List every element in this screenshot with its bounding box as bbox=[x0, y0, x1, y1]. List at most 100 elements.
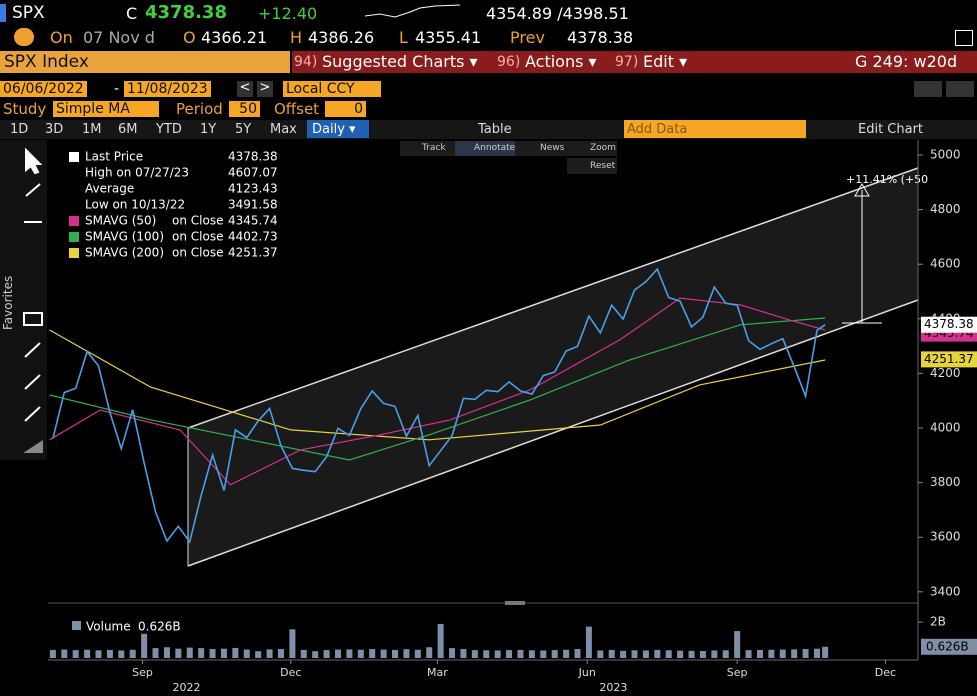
table-button[interactable]: Table bbox=[478, 122, 512, 137]
end-date[interactable]: 11/08/2023 bbox=[124, 81, 211, 97]
open-label: O bbox=[183, 28, 196, 47]
legend-field: on Close bbox=[172, 230, 223, 244]
volume-bar bbox=[61, 649, 68, 658]
volume-bar bbox=[243, 649, 250, 658]
volume-bar bbox=[471, 650, 478, 658]
menu-label[interactable]: Actions ▾ bbox=[525, 52, 597, 71]
reset[interactable]: Reset bbox=[590, 161, 616, 171]
window-button[interactable] bbox=[955, 30, 973, 46]
series-line bbox=[49, 297, 826, 486]
y-tick-label: 3400 bbox=[930, 584, 961, 598]
frequency-bg[interactable] bbox=[307, 120, 369, 138]
volume-bar bbox=[437, 623, 444, 658]
edit-chart[interactable]: Edit Chart bbox=[858, 122, 924, 137]
legend bbox=[58, 148, 280, 263]
volume-bar bbox=[528, 650, 535, 658]
favorites: Favorites bbox=[1, 275, 15, 330]
annotation: +11.41% (+50 bbox=[846, 173, 928, 186]
last-tag: 4251.37 bbox=[924, 352, 974, 366]
low: 4355.41 bbox=[415, 28, 482, 47]
volume-bar bbox=[369, 649, 376, 658]
channel-lower bbox=[187, 299, 919, 567]
menu-label[interactable]: Suggested Charts ▾ bbox=[322, 52, 478, 71]
add-data-box[interactable] bbox=[624, 120, 806, 138]
volume-bar bbox=[608, 649, 615, 658]
volume-bar bbox=[152, 648, 159, 658]
y-tick-label: 4800 bbox=[930, 202, 961, 216]
prev-button[interactable]: < bbox=[237, 81, 253, 97]
volume-bar bbox=[813, 648, 820, 658]
y-tick-label: 4200 bbox=[930, 366, 961, 380]
prev: 4378.38 bbox=[567, 28, 634, 47]
change: +12.40 bbox=[258, 4, 318, 23]
volume-bar bbox=[72, 650, 79, 658]
legend-swatch bbox=[69, 216, 79, 226]
series-line bbox=[49, 329, 826, 441]
range-button[interactable]: 5Y bbox=[235, 122, 252, 137]
sparkline bbox=[364, 4, 461, 18]
frequency: Daily ▾ bbox=[312, 122, 356, 137]
close-label: C bbox=[126, 4, 138, 23]
volume-bar bbox=[289, 629, 296, 658]
volume-bar bbox=[277, 649, 284, 658]
volume-bar bbox=[745, 650, 752, 658]
menu-number[interactable]: 97) bbox=[615, 54, 639, 70]
next-button[interactable]: > bbox=[257, 81, 273, 97]
range-button[interactable]: 1M bbox=[82, 122, 102, 137]
volume-bar bbox=[734, 631, 741, 658]
legend-label: SMAVG (200) bbox=[85, 246, 164, 260]
volume-bar bbox=[312, 651, 319, 658]
legend-label: SMAVG (50) bbox=[85, 214, 156, 228]
menu-number[interactable]: 96) bbox=[497, 54, 521, 70]
volume-bar bbox=[300, 649, 307, 658]
range-button[interactable]: Max bbox=[270, 122, 297, 137]
range-button[interactable]: YTD bbox=[156, 122, 182, 137]
menu-number[interactable]: 94) bbox=[294, 54, 318, 70]
volume-bar bbox=[688, 650, 695, 658]
undo[interactable] bbox=[914, 81, 942, 97]
chart-tool[interactable]: News bbox=[540, 143, 565, 153]
start-date[interactable]: 06/06/2022 bbox=[0, 81, 87, 97]
security-box[interactable] bbox=[0, 51, 290, 73]
range-button[interactable]: 3D bbox=[45, 122, 64, 137]
year-label: 2022 bbox=[172, 681, 200, 694]
y-tick-label: 4000 bbox=[930, 421, 961, 435]
volume-bar bbox=[335, 649, 341, 658]
range-button[interactable]: 6M bbox=[118, 122, 138, 137]
offset[interactable]: 0 bbox=[325, 101, 366, 117]
ticker-marker bbox=[0, 4, 6, 22]
range-button[interactable]: 1Y bbox=[200, 122, 217, 137]
chart-tool[interactable]: Track bbox=[422, 143, 446, 153]
currency[interactable]: Local CCY bbox=[283, 81, 381, 97]
volume-bar bbox=[198, 648, 205, 658]
period-label: Period bbox=[176, 100, 223, 118]
volume-bar bbox=[620, 650, 627, 658]
volume-bar bbox=[232, 647, 239, 658]
series-line bbox=[52, 267, 826, 544]
x-tick-label: Sep bbox=[727, 666, 748, 679]
period[interactable]: 50 bbox=[229, 101, 260, 117]
high-label: H bbox=[290, 28, 303, 47]
date-sep: - bbox=[114, 81, 120, 97]
y-tick-label: 3600 bbox=[930, 530, 961, 544]
legend-value: 4378.38 bbox=[228, 150, 278, 164]
menu-label[interactable]: Edit ▾ bbox=[643, 52, 688, 71]
range: 4354.89 /4398.51 bbox=[486, 4, 629, 23]
volume-bar bbox=[209, 649, 216, 658]
chart-tool[interactable]: Zoom bbox=[590, 143, 616, 153]
volume-bar bbox=[346, 649, 353, 658]
x-tick-label: Jun bbox=[578, 666, 596, 679]
volume-bar bbox=[483, 650, 490, 658]
chart-tool[interactable]: Annotate bbox=[474, 143, 516, 153]
volume-bar bbox=[722, 650, 729, 658]
volume-tick-label: 2B bbox=[930, 615, 946, 629]
volume-bar bbox=[642, 650, 649, 658]
offset-label: Offset bbox=[274, 100, 320, 118]
redo[interactable] bbox=[946, 81, 974, 97]
study[interactable]: Simple MA bbox=[53, 101, 159, 117]
range-button[interactable]: 1D bbox=[10, 122, 29, 137]
y-tick-label: 4600 bbox=[930, 257, 961, 271]
security: SPX Index bbox=[4, 52, 89, 72]
